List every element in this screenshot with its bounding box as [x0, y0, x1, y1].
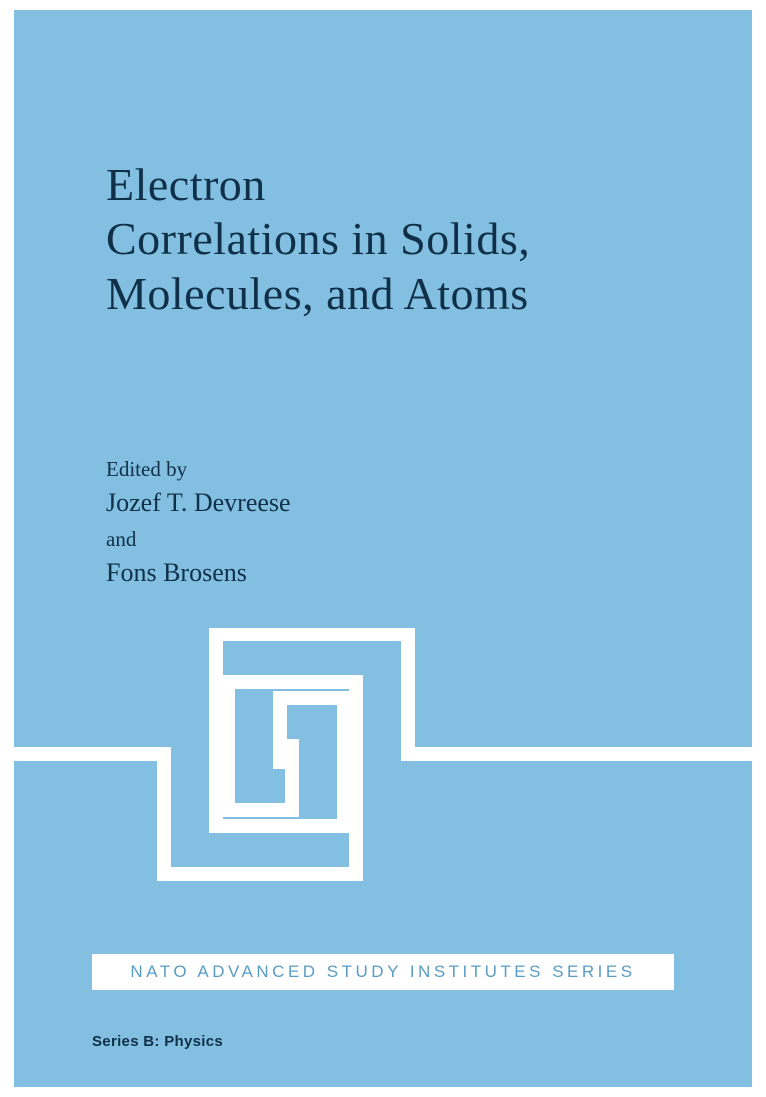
editor-name-1: Jozef T. Devreese: [106, 488, 291, 517]
series-band-text: NATO ADVANCED STUDY INSTITUTES SERIES: [130, 962, 635, 982]
book-cover: Electron Correlations in Solids, Molecul…: [14, 10, 752, 1087]
series-label: Series B: Physics: [92, 1033, 223, 1050]
and-label: and: [106, 527, 136, 551]
edited-by-label: Edited by: [106, 457, 187, 481]
title-line-3: Molecules, and Atoms: [106, 268, 529, 319]
meander-final: [14, 628, 752, 886]
series-band: NATO ADVANCED STUDY INSTITUTES SERIES: [92, 954, 674, 990]
editor-name-2: Fons Brosens: [106, 558, 247, 587]
book-title: Electron Correlations in Solids, Molecul…: [106, 158, 530, 321]
title-line-2: Correlations in Solids,: [106, 213, 530, 264]
editor-credits: Edited by Jozef T. Devreese and Fons Bro…: [106, 450, 291, 590]
meander-final-svg: [14, 628, 752, 886]
title-line-1: Electron: [106, 159, 266, 210]
